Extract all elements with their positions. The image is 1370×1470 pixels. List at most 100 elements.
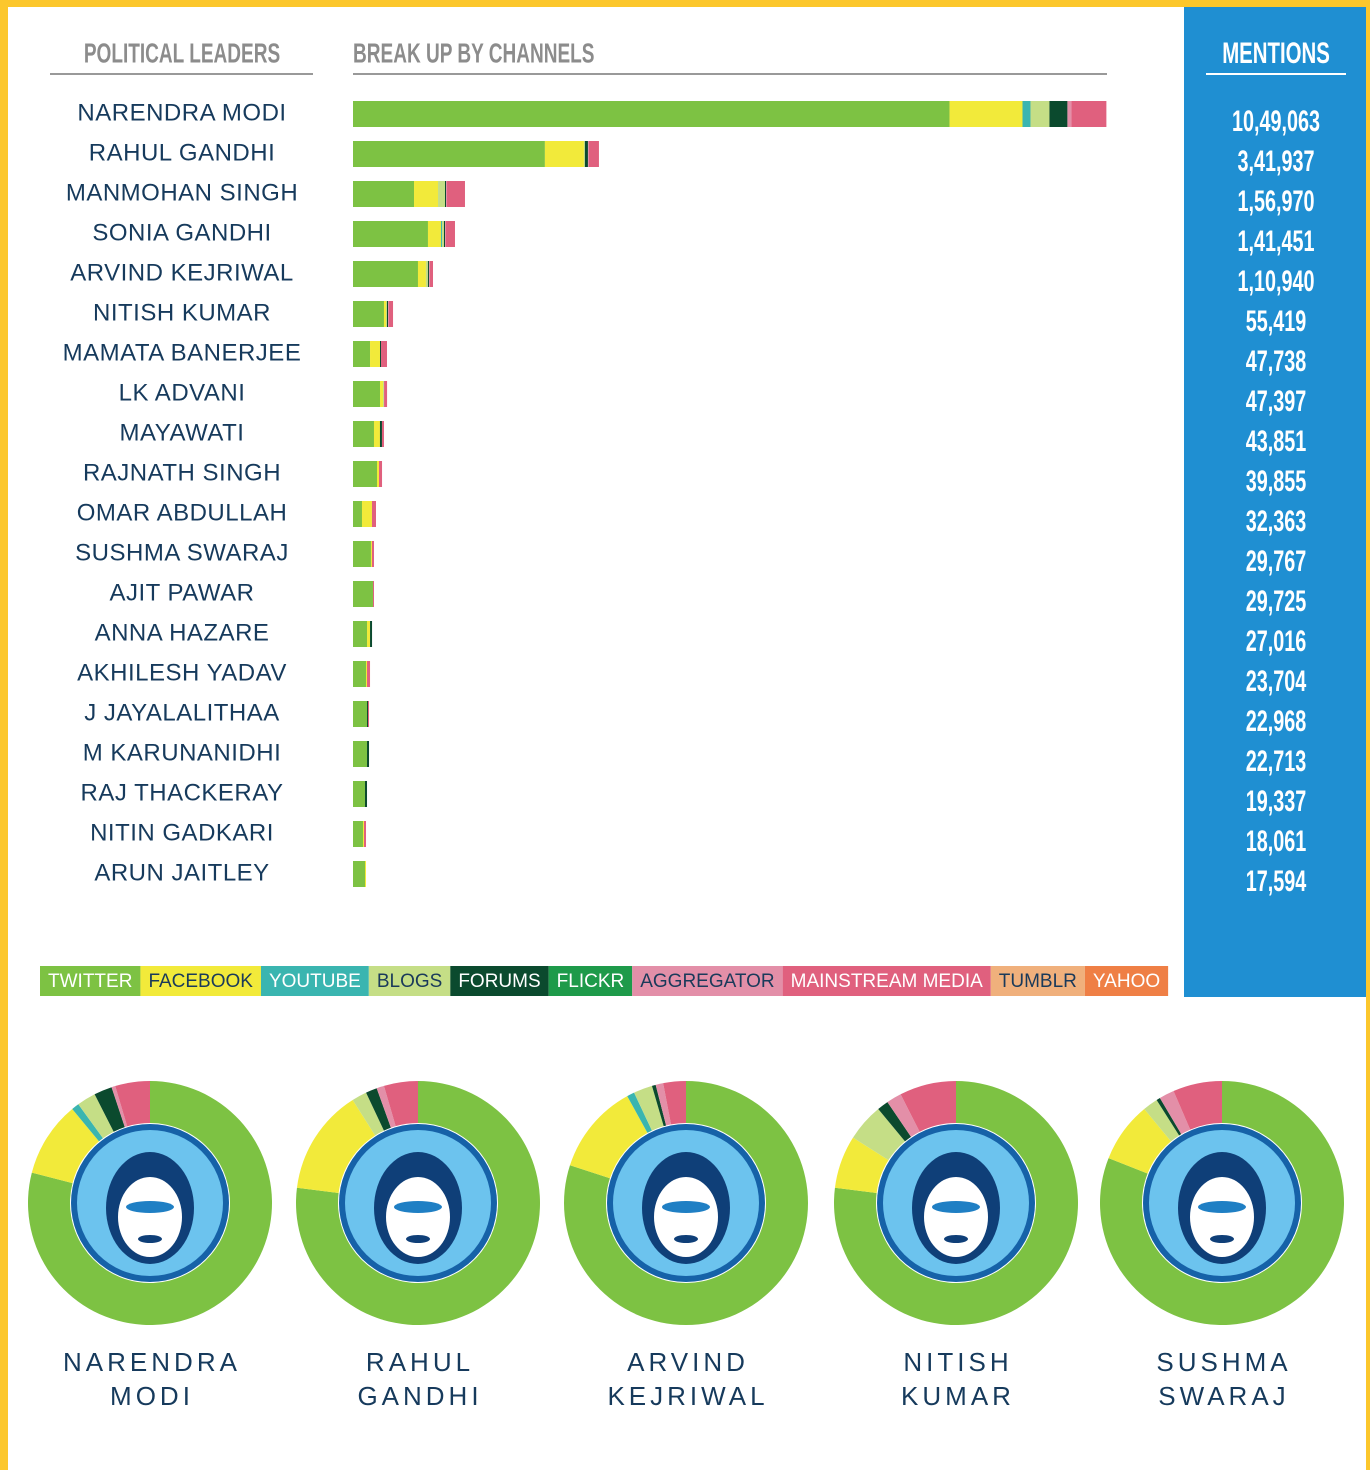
mention-value: 39,855 [1246,465,1307,498]
pie-title: NITISH KUMAR [901,1347,1015,1411]
portrait-eyes [394,1201,442,1213]
pie-title: NARENDRA MODI [63,1347,241,1411]
legend-label: YOUTUBE [269,971,361,992]
bar-segment [353,261,418,287]
mention-value: 17,594 [1246,865,1307,898]
legend-swatch [1084,966,1169,996]
bar-segment [380,381,384,407]
mention-value-group: 43,851 [1246,425,1307,458]
leader-label: RAJNATH SINGH [83,459,281,486]
mention-value: 1,56,970 [1237,185,1314,218]
portrait-eyes [126,1201,174,1213]
bar-segment [440,221,442,247]
mention-value-group: 1,10,940 [1237,265,1314,298]
donut-slice [94,1087,125,1132]
portrait-mouth [674,1235,698,1243]
donut-slice [296,1099,376,1193]
donut-slice [383,1081,418,1127]
mention-value: 47,397 [1246,385,1307,418]
leader-label: SONIA GANDHI [92,219,271,246]
legend-swatch [632,966,783,996]
leader-label: J JAYALALITHAA [84,699,280,726]
mention-value: 10,49,063 [1232,105,1320,138]
mention-value-group: 55,419 [1246,305,1307,338]
mention-value-group: 3,41,937 [1237,145,1314,178]
bar-segment [367,741,370,767]
mention-value: 1,10,940 [1237,265,1314,298]
mention-value-group: 22,968 [1246,705,1307,738]
bar-segment [379,461,383,487]
mention-value: 47,738 [1246,345,1307,378]
donut-slice [1144,1099,1180,1142]
leader-label: OMAR ABDULLAH [77,499,288,526]
bar-segment [1071,101,1107,127]
mention-value-group: 18,061 [1246,825,1307,858]
bar-segment [370,341,381,367]
legend-label: YAHOO [1093,971,1160,992]
leader-label: NITIN GADKARI [90,819,274,846]
leader-label: ARUN JAITLEY [94,859,269,886]
donut-slice [376,1085,396,1128]
donut-slice [834,1081,1078,1325]
mention-value: 27,016 [1246,625,1307,658]
portrait-face [1190,1177,1254,1257]
bar-segment [1030,101,1050,127]
pie-title: ARVIND KEJRIWAL [607,1347,769,1411]
bar-segment [447,181,465,207]
bar-segment [414,181,439,207]
donut-slice [115,1081,150,1127]
legend-label: FLICKR [557,971,625,992]
portrait-face [924,1177,988,1257]
donut-slice [1173,1081,1222,1130]
donut-slice [564,1081,809,1325]
leader-label: MANMOHAN SINGH [66,179,298,206]
bar-segment [444,221,447,247]
legend-swatch [140,966,261,996]
mention-value: 1,41,451 [1237,225,1314,258]
legend-swatch [368,966,451,996]
bar-segment [370,621,373,647]
leader-label: AKHILESH YADAV [77,659,287,686]
portrait-mouth [138,1235,162,1243]
bar-segment [371,541,374,567]
donut-slice [852,1108,906,1161]
leader-label: AJIT PAWAR [109,579,254,606]
portrait-eyes [932,1201,980,1213]
bar-segment [353,701,368,727]
leader-label: LK ADVANI [119,379,246,406]
bar-segment [441,221,444,247]
bar-segment [386,301,389,327]
bar-segment [446,221,455,247]
bar-segment [443,221,445,247]
bar-segment [353,381,381,407]
pie-title: SUSHMA SWARAJ [1156,1347,1292,1411]
donut-slice [655,1083,672,1126]
bar-segment [584,141,588,167]
bar-segment [438,181,445,207]
bar-segment [379,421,382,447]
mention-value-group: 22,713 [1246,745,1307,778]
leader-label: MAMATA BANERJEE [63,339,302,366]
donut-slice [887,1094,920,1137]
portrait-face [118,1177,182,1257]
mention-value: 29,767 [1246,545,1307,578]
bar-segment [353,301,384,327]
bar-segment [353,421,374,447]
bar-segment [353,621,368,647]
chart-title: BREAK UP BY CHANNELS [353,38,595,70]
leader-label: RAHUL GANDHI [89,139,275,166]
bar-segment [388,301,390,327]
bar-segment [384,381,388,407]
leader-label: NARENDRA MODI [77,99,286,126]
mention-value-group: 23,704 [1246,665,1307,698]
bar-segment [429,261,433,287]
bar-segment [361,501,372,527]
donut-slice [1156,1097,1182,1136]
legend-swatch [548,966,633,996]
bar-segment [372,581,374,607]
totals-header-group: MENTIONS [1222,37,1330,70]
portrait-face [654,1177,718,1257]
bar-segment [353,821,363,847]
bar-segment [588,141,599,167]
